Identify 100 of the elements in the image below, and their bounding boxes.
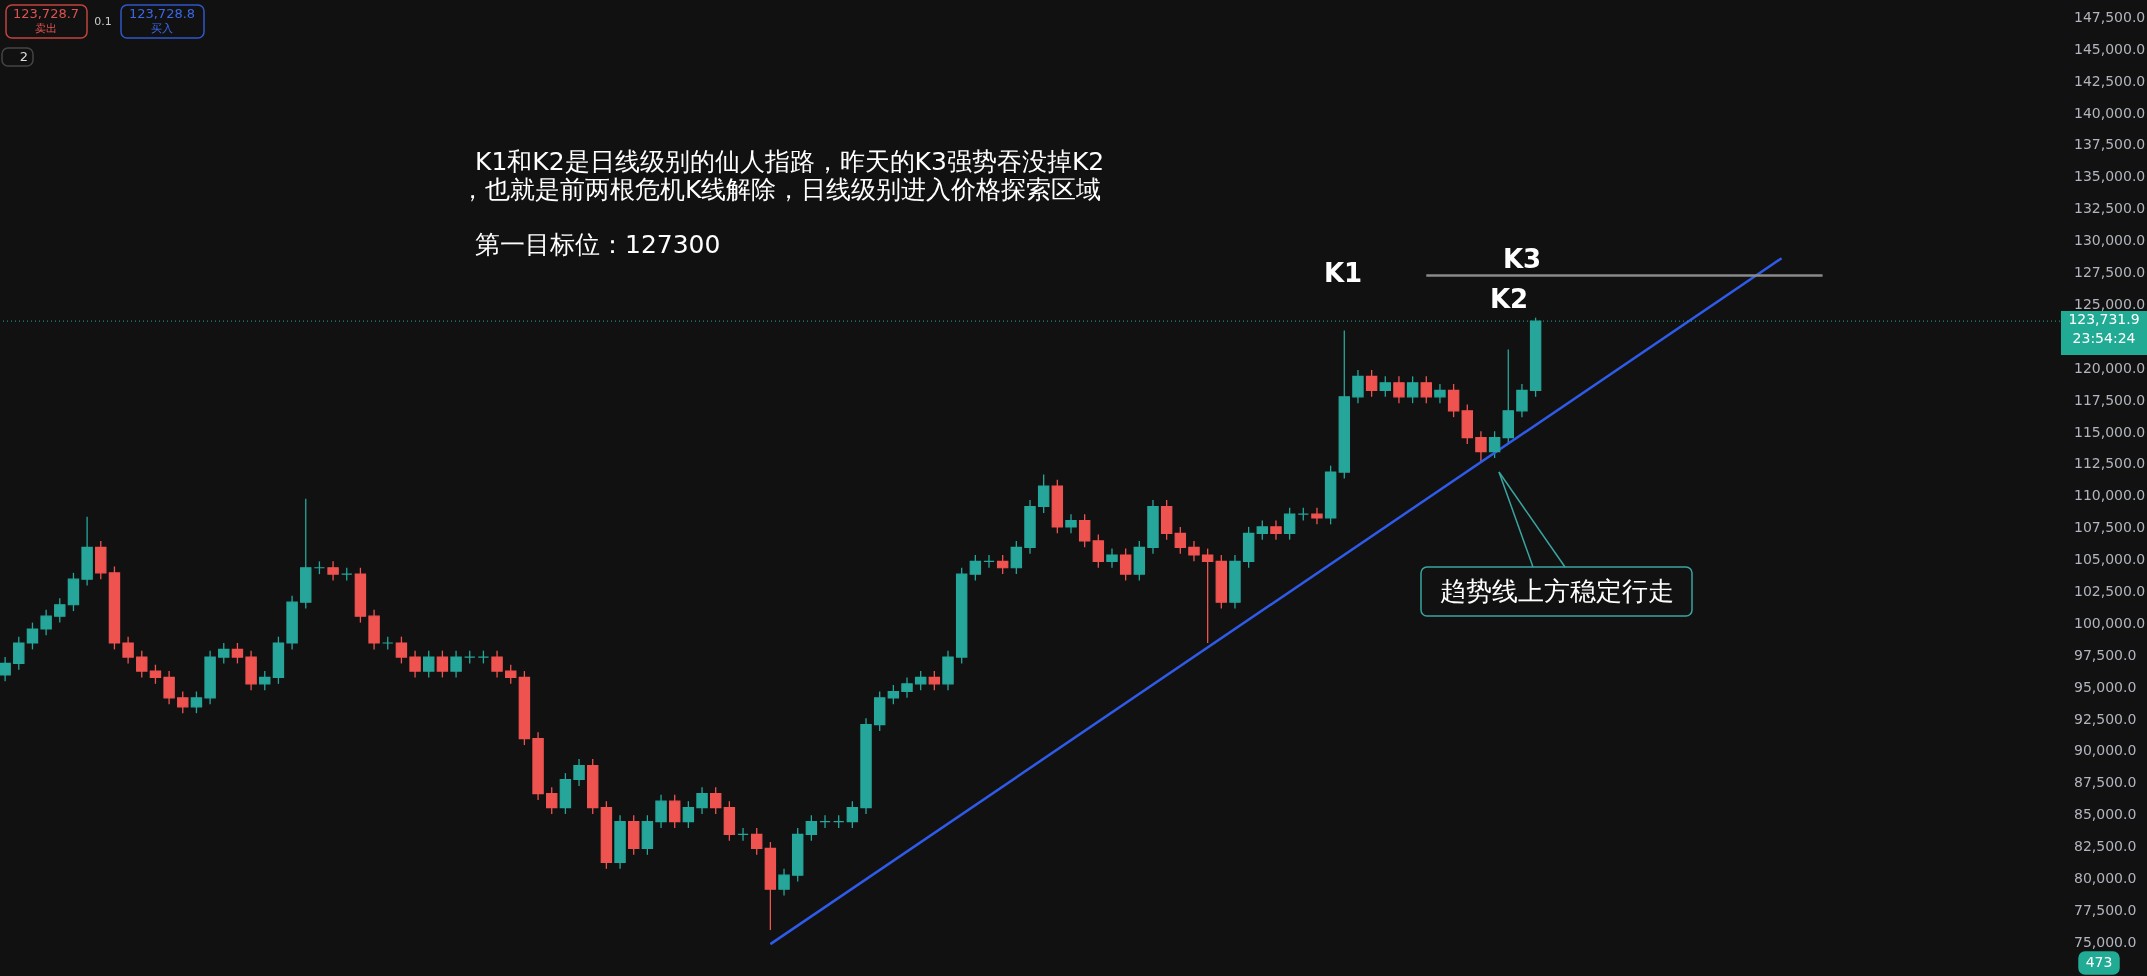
- candlestick: [1352, 369, 1364, 404]
- annotation: 123,728.8: [128, 6, 196, 21]
- candlestick: [0, 656, 11, 682]
- candlestick: [450, 650, 462, 679]
- candlestick: [1447, 383, 1460, 418]
- y-tick-label: 90,000.0: [2074, 742, 2137, 759]
- candlestick: [996, 554, 1009, 575]
- candlestick: [40, 609, 52, 637]
- annotation: 买入: [151, 22, 173, 35]
- candlestick: [778, 868, 790, 897]
- y-tick-label: 120,000.0: [2074, 359, 2146, 376]
- candlestick: [668, 794, 681, 829]
- y-tick-label: 87,500.0: [2074, 774, 2137, 791]
- candlestick: [1092, 533, 1105, 569]
- y-tick-label: 82,500.0: [2074, 838, 2137, 855]
- candlestick: [983, 554, 995, 569]
- candlestick: [1106, 547, 1118, 569]
- y-tick-label: 100,000.0: [2074, 614, 2146, 631]
- candlestick: [1311, 507, 1323, 526]
- candlestick: [231, 642, 244, 665]
- y-tick-label: 115,000.0: [2074, 423, 2146, 440]
- candlestick: [1256, 519, 1269, 541]
- candlestick: [190, 690, 203, 714]
- candlestick: [1065, 513, 1077, 534]
- candlestick: [1406, 375, 1419, 404]
- candlestick: [928, 670, 941, 691]
- candlestick: [136, 650, 148, 679]
- candlestick: [1283, 507, 1296, 541]
- y-tick-label: 105,000.0: [2074, 551, 2146, 568]
- y-tick-label: 80,000.0: [2074, 870, 2137, 887]
- ref-line-label: 123,731.9 23:54:24: [2068, 311, 2140, 347]
- y-tick-label: 117,500.0: [2074, 391, 2146, 408]
- annotation: K1: [1323, 258, 1363, 288]
- candlestick: [573, 758, 585, 787]
- y-tick-label: 147,500.0: [2074, 8, 2146, 25]
- candlestick: [1420, 375, 1433, 404]
- candlestick: [1393, 375, 1405, 404]
- candlestick: [914, 670, 927, 691]
- candlestick: [709, 786, 722, 815]
- y-tick-label: 145,000.0: [2074, 40, 2146, 57]
- y-tick-label: 132,500.0: [2074, 200, 2146, 217]
- annotation: K1和K2是日线级别的仙人指路，昨天的K3强势吞没掉K2: [475, 147, 1105, 176]
- y-tick-label: 110,000.0: [2074, 487, 2146, 504]
- candlestick: [1188, 540, 1200, 563]
- annotation: 卖出: [35, 22, 57, 35]
- candlestick: [1201, 547, 1214, 644]
- candlestick: [901, 676, 913, 699]
- candlestick: [682, 800, 695, 829]
- candlestick: [1365, 369, 1378, 398]
- annotation: 第一目标位：127300: [475, 230, 721, 259]
- candlestick: [327, 560, 339, 582]
- annotation: 2: [19, 49, 29, 64]
- y-tick-label: 102,500.0: [2074, 582, 2146, 599]
- candlestick: [737, 827, 749, 842]
- candlestick: [1475, 430, 1487, 463]
- y-tick-label: 130,000.0: [2074, 232, 2146, 249]
- candlestick: [122, 635, 134, 665]
- candlestick: [1434, 383, 1446, 404]
- candlestick: [1010, 540, 1023, 575]
- candlestick: [655, 794, 667, 829]
- candlestick: [1379, 375, 1392, 398]
- candlestick: [505, 664, 517, 685]
- candlestick: [218, 642, 230, 665]
- y-tick-label: 97,500.0: [2074, 646, 2137, 663]
- candlestick: [750, 827, 763, 856]
- y-tick-label: 85,000.0: [2074, 806, 2137, 823]
- y-tick-label: 112,500.0: [2074, 455, 2146, 472]
- candlestick: [846, 800, 859, 829]
- candlestick: [805, 814, 818, 842]
- candlestick: [969, 554, 982, 582]
- candlestick: [1078, 513, 1091, 548]
- candlestick: [423, 650, 435, 679]
- candlestick: [163, 670, 175, 705]
- y-tick-label: 95,000.0: [2074, 678, 2137, 695]
- candlestick: [177, 690, 189, 714]
- candlestick: [26, 621, 39, 651]
- candlestick: [436, 650, 449, 679]
- y-tick-label: 142,500.0: [2074, 72, 2146, 89]
- annotation: ，也就是前两根危机K线解除，日线级别进入价格探索区域: [460, 175, 1102, 204]
- y-tick-label: 125,000.0: [2074, 295, 2146, 312]
- candlestick: [1174, 526, 1187, 555]
- candlestick: [13, 635, 25, 671]
- annotation: 趋势线上方稳定行走: [1440, 576, 1674, 606]
- candlestick: [1270, 519, 1282, 541]
- candlestick: [546, 786, 558, 815]
- candlestick: [1516, 383, 1528, 418]
- y-tick-label: 140,000.0: [2074, 104, 2146, 121]
- y-tick-label: 135,000.0: [2074, 168, 2146, 185]
- candlestick: [1037, 473, 1050, 514]
- annotation: K3: [1502, 244, 1542, 274]
- candlestick: [259, 670, 271, 691]
- y-tick-label: 77,500.0: [2074, 901, 2137, 918]
- candlestick: [696, 786, 708, 815]
- candlestick: [409, 650, 421, 679]
- annotation: 123,728.7: [12, 6, 80, 21]
- candlestick: [491, 650, 503, 679]
- y-tick-label: 75,000.0: [2074, 933, 2137, 950]
- annotation: K2: [1489, 284, 1529, 314]
- candlestick: [54, 597, 66, 624]
- y-tick-label: 92,500.0: [2074, 710, 2137, 727]
